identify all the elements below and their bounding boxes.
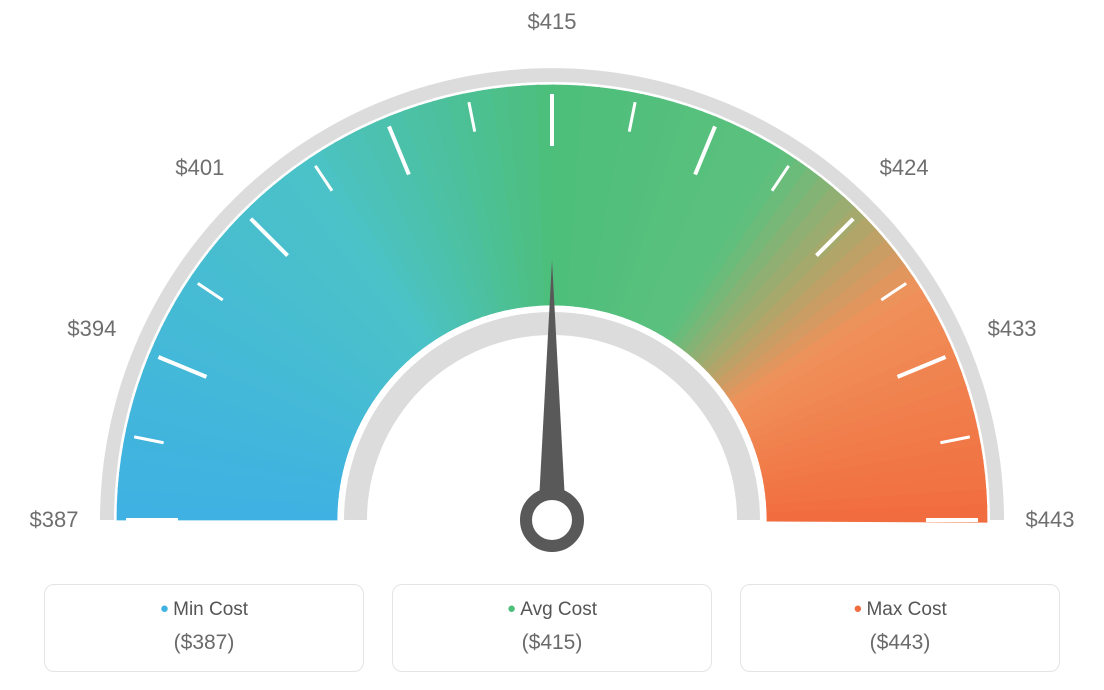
legend-avg-label: Avg Cost [403, 599, 701, 621]
legend-card-max: Max Cost ($443) [740, 584, 1060, 672]
gauge-tick-label: $415 [528, 9, 577, 35]
gauge-svg [0, 0, 1104, 560]
legend-avg-value: ($415) [403, 631, 701, 655]
gauge-chart: $387 $394 $401 $415 $424 $433 $443 [0, 0, 1104, 560]
legend-card-min: Min Cost ($387) [44, 584, 364, 672]
gauge-tick-label: $401 [175, 155, 224, 181]
legend-card-avg: Avg Cost ($415) [392, 584, 712, 672]
gauge-tick-label: $433 [988, 316, 1037, 342]
gauge-tick-label: $394 [67, 316, 116, 342]
gauge-tick-label: $424 [880, 155, 929, 181]
gauge-tick-label: $443 [1026, 507, 1075, 533]
legend-row: Min Cost ($387) Avg Cost ($415) Max Cost… [44, 584, 1060, 672]
legend-min-value: ($387) [55, 631, 353, 655]
gauge-tick-label: $387 [30, 507, 79, 533]
legend-max-value: ($443) [751, 631, 1049, 655]
legend-max-label: Max Cost [751, 599, 1049, 621]
chart-container: $387 $394 $401 $415 $424 $433 $443 Min Cost ($… [0, 0, 1104, 690]
legend-min-label: Min Cost [55, 599, 353, 621]
